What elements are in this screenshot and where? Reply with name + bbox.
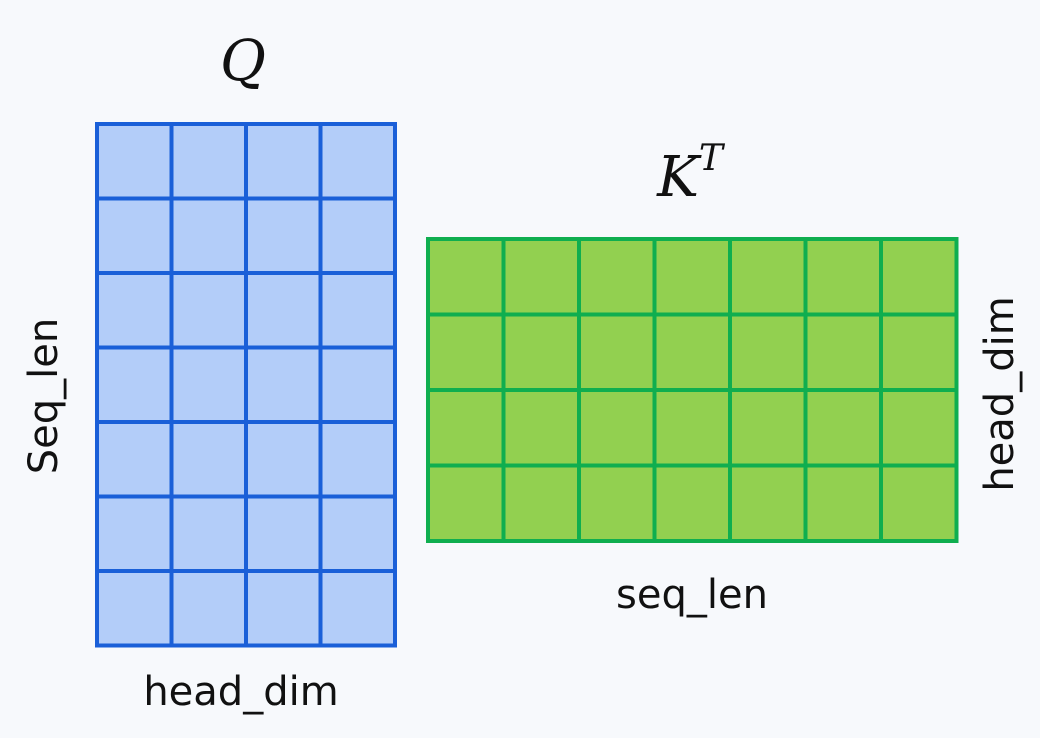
q-cell-r5-c1 (169, 494, 248, 573)
kt-row-axis-label: head_dim (977, 296, 1023, 491)
q-cell-r6-c2 (244, 569, 323, 648)
kt-cell-r2-c0 (426, 388, 506, 468)
kt-cell-r0-c6 (879, 237, 959, 317)
q-row-axis-label: Seq_len (21, 318, 67, 474)
kt-matrix-symbol: K (656, 145, 702, 210)
kt-cell-r2-c6 (879, 388, 959, 468)
kt-cell-r2-c4 (728, 388, 808, 468)
kt-cell-r1-c2 (577, 312, 657, 392)
kt-cell-r2-c5 (803, 388, 883, 468)
kt-cell-r0-c0 (426, 237, 506, 317)
kt-cell-r2-c1 (501, 388, 581, 468)
q-cell-r0-c1 (169, 122, 248, 201)
kt-cell-r1-c0 (426, 312, 506, 392)
q-matrix-grid (95, 122, 397, 648)
kt-cell-r3-c2 (577, 463, 657, 543)
q-cell-r3-c2 (244, 345, 323, 424)
kt-cell-r1-c3 (652, 312, 732, 392)
q-cell-r1-c0 (95, 196, 174, 275)
kt-cell-r0-c2 (577, 237, 657, 317)
q-cell-r2-c1 (169, 271, 248, 350)
kt-cell-r3-c0 (426, 463, 506, 543)
q-cell-r4-c3 (318, 420, 397, 499)
q-cell-r0-c3 (318, 122, 397, 201)
q-cell-r2-c0 (95, 271, 174, 350)
q-cell-r5-c2 (244, 494, 323, 573)
kt-cell-r1-c4 (728, 312, 808, 392)
q-cell-r1-c1 (169, 196, 248, 275)
q-cell-r0-c2 (244, 122, 323, 201)
kt-matrix-grid (426, 237, 959, 543)
q-cell-r4-c0 (95, 420, 174, 499)
kt-cell-r3-c3 (652, 463, 732, 543)
kt-col-axis-label: seq_len (616, 572, 768, 618)
q-cell-r2-c3 (318, 271, 397, 350)
kt-cell-r0-c1 (501, 237, 581, 317)
kt-cell-r0-c5 (803, 237, 883, 317)
kt-cell-r1-c1 (501, 312, 581, 392)
kt-cell-r3-c6 (879, 463, 959, 543)
q-cell-r0-c0 (95, 122, 174, 201)
kt-matrix-superscript: T (699, 138, 726, 179)
q-cell-r4-c1 (169, 420, 248, 499)
kt-cell-r3-c1 (501, 463, 581, 543)
q-cell-r1-c2 (244, 196, 323, 275)
q-cell-r3-c1 (169, 345, 248, 424)
q-cell-r6-c3 (318, 569, 397, 648)
q-matrix-title: Q (220, 29, 266, 94)
q-cell-r5-c3 (318, 494, 397, 573)
kt-cell-r2-c2 (577, 388, 657, 468)
kt-cell-r3-c4 (728, 463, 808, 543)
kt-cell-r0-c4 (728, 237, 808, 317)
q-cell-r3-c3 (318, 345, 397, 424)
q-cell-r6-c0 (95, 569, 174, 648)
q-cell-r3-c0 (95, 345, 174, 424)
kt-cell-r3-c5 (803, 463, 883, 543)
kt-cell-r2-c3 (652, 388, 732, 468)
q-cell-r2-c2 (244, 271, 323, 350)
q-cell-r4-c2 (244, 420, 323, 499)
q-col-axis-label: head_dim (143, 669, 338, 715)
q-cell-r1-c3 (318, 196, 397, 275)
kt-cell-r1-c6 (879, 312, 959, 392)
kt-matrix-title: KT (656, 138, 726, 210)
q-cell-r5-c0 (95, 494, 174, 573)
kt-cell-r1-c5 (803, 312, 883, 392)
q-cell-r6-c1 (169, 569, 248, 648)
kt-cell-r0-c3 (652, 237, 732, 317)
